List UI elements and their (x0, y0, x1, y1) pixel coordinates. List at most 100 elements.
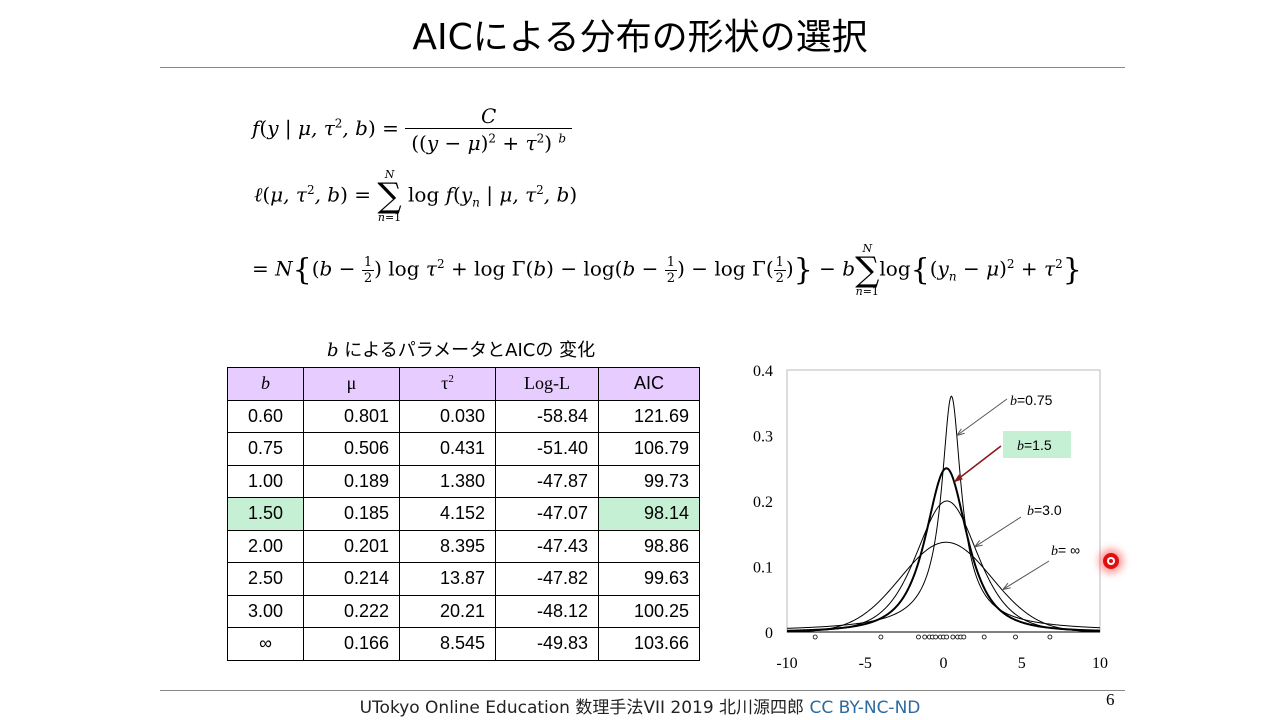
x-tick-label: 10 (1092, 655, 1108, 672)
table-cell: ∞ (227, 627, 304, 661)
table-cell: 0.214 (303, 562, 400, 596)
table-cell: 1.50 (227, 497, 304, 531)
table-cell: -47.07 (495, 497, 599, 531)
x-tick-label: -5 (859, 655, 872, 672)
table-cell: 2.00 (227, 529, 304, 563)
table-cell: 8.545 (399, 627, 496, 661)
table-row: ∞ 0.166 8.545 -49.83 103.66 (227, 627, 700, 661)
table-row: 0.75 0.506 0.431 -51.40 106.79 (227, 432, 700, 466)
table-cell: 0.030 (399, 399, 496, 433)
table-cell: -58.84 (495, 399, 599, 433)
table-cell: -51.40 (495, 432, 599, 466)
sum-symbol-2: N ∑ n=1 (855, 242, 880, 298)
table-cell: -47.43 (495, 529, 599, 563)
table-cell: 0.201 (303, 529, 400, 563)
table-cell: 3.00 (227, 594, 304, 628)
observation-point (1013, 634, 1018, 640)
y-tick-label: 0 (765, 625, 773, 642)
observation-point (878, 634, 884, 640)
density-fraction: C ((y − μ)2 + τ2) b (405, 104, 573, 155)
title-divider (160, 67, 1125, 68)
header-logl: Log-L (495, 367, 599, 401)
observation-point (812, 634, 818, 640)
table-cell: 106.79 (598, 432, 700, 466)
observation-point (916, 634, 921, 640)
table-header-row: b μ τ2 Log-L AIC (227, 367, 700, 401)
y-tick-label: 0.2 (753, 494, 773, 511)
table-cell: 8.395 (399, 529, 496, 563)
observation-point (961, 634, 967, 640)
header-tau2: τ2 (399, 367, 496, 401)
table-row: 2.50 0.214 13.87 -47.82 99.63 (227, 562, 700, 596)
table-cell: 98.86 (598, 529, 700, 563)
aic-table: b μ τ2 Log-L AIC 0.60 0.801 0.030 -58.84 121… (227, 367, 700, 661)
y-tick-label: 0.3 (753, 429, 773, 446)
y-tick-label: 0.4 (753, 363, 773, 380)
observation-point (933, 634, 939, 640)
y-tick-label: 0.1 (753, 560, 773, 577)
density-curve-3 (786, 541, 1101, 633)
curve-label-var: b (1010, 394, 1017, 409)
table-cell: 0.166 (303, 627, 400, 661)
footer-license-link[interactable]: CC BY-NC-ND (809, 698, 921, 718)
observation-point (950, 634, 956, 640)
header-aic: AIC (598, 367, 700, 401)
label-arrowhead-0 (955, 428, 965, 437)
equation-density: f(y | μ, τ2, b) = C ((y − μ)2 + τ2) b (252, 104, 573, 155)
observation-point (981, 634, 987, 640)
table-cell: 100.25 (598, 594, 700, 628)
table-cell: -48.12 (495, 594, 599, 628)
x-tick-label: 5 (1018, 655, 1026, 672)
table-cell: 99.73 (598, 464, 700, 498)
label-arrow-0 (956, 398, 1008, 436)
table-cell: 1.00 (227, 464, 304, 498)
table-caption: b によるパラメータとAICの 変化 (327, 340, 596, 361)
table-cell: 99.63 (598, 562, 700, 596)
table-cell: 0.222 (303, 594, 400, 628)
table-cell: 0.60 (227, 399, 304, 433)
curve-label-3: b= ∞ (1051, 542, 1080, 559)
table-cell: 121.69 (598, 399, 700, 433)
table-row: 0.60 0.801 0.030 -58.84 121.69 (227, 399, 700, 433)
observation-point (944, 634, 950, 640)
curve-label-var: b (1017, 439, 1024, 454)
table-cell: 0.801 (303, 399, 400, 433)
table-cell: 0.189 (303, 464, 400, 498)
header-mu: μ (303, 367, 400, 401)
table-cell: 2.50 (227, 562, 304, 596)
curve-label-1: b=1.5 (1017, 437, 1052, 454)
label-arrowhead-1 (953, 474, 963, 483)
label-arrowhead-3 (1001, 582, 1011, 591)
footer-text: UTokyo Online Education 数理手法VII 2019 北川源… (359, 698, 805, 718)
label-arrowhead-2 (973, 540, 983, 548)
density-curve-2 (786, 500, 1101, 632)
curve-label-value: =3.0 (1034, 502, 1062, 518)
x-tick-label: 0 (940, 655, 948, 672)
table-cell: 0.185 (303, 497, 400, 531)
footer: UTokyo Online Education 数理手法VII 2019 北川源… (0, 693, 1280, 718)
label-highlight-box (1003, 431, 1071, 458)
table-cell: 1.380 (399, 464, 496, 498)
table-cell: 13.87 (399, 562, 496, 596)
page-number: 6 (1106, 690, 1115, 709)
observation-point (922, 634, 928, 640)
label-arrow-2 (974, 516, 1022, 548)
slide-title: AICによる分布の形状の選択 (412, 17, 868, 58)
table-cell: -49.83 (495, 627, 599, 661)
equation-loglik: ℓ(μ, τ2, b) = N ∑ n=1 log f(yn | μ, τ2, b) (254, 168, 578, 224)
curve-label-value: =0.75 (1017, 392, 1053, 408)
label-arrow-1 (954, 445, 1002, 482)
footer-divider (160, 690, 1125, 691)
table-cell: -47.82 (495, 562, 599, 596)
density-chart: 00.10.20.30.4-10 -5 0 5 10b=0.75b=1.5b=3.0b=… (753, 363, 1108, 672)
table-row: 2.00 0.201 8.395 -47.43 98.86 (227, 529, 700, 563)
curve-label-var: b (1051, 544, 1058, 559)
curve-label-var: b (1027, 504, 1034, 519)
table-cell: 98.14 (598, 497, 700, 531)
table-cell: -47.87 (495, 464, 599, 498)
table-cell: 0.431 (399, 432, 496, 466)
table-cell: 0.506 (303, 432, 400, 466)
equation-loglik-expanded: = N{(b − 1 2) log τ2 + log Γ(b) − log(b −… (252, 242, 1082, 298)
label-arrow-3 (1002, 560, 1050, 590)
x-tick-label: -10 (776, 655, 797, 672)
